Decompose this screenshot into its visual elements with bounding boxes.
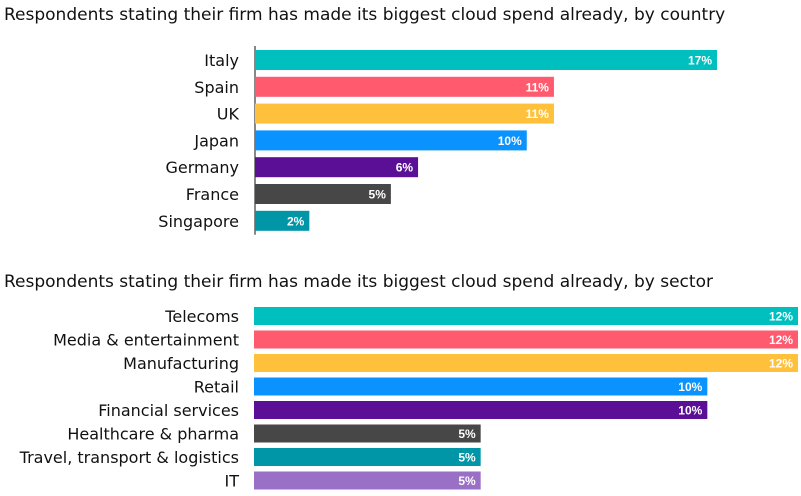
category-label-uk: UK <box>217 105 240 124</box>
value-label-spain: 11% <box>526 80 550 94</box>
category-label-financial-services: Financial services <box>98 401 239 420</box>
category-label-france: France <box>186 185 239 204</box>
category-label-singapore: Singapore <box>158 212 239 231</box>
bar-it <box>254 471 481 490</box>
category-label-germany: Germany <box>165 158 239 177</box>
bar-singapore <box>255 210 310 231</box>
value-label-healthcare-and-pharma: 5% <box>458 427 476 441</box>
value-label-france: 5% <box>369 188 387 202</box>
bar-healthcare-and-pharma <box>254 424 481 443</box>
bar-retail <box>254 377 708 396</box>
value-label-japan: 10% <box>498 134 522 148</box>
category-label-telecoms: Telecoms <box>164 307 239 326</box>
sector-chart-title: Respondents stating their firm has made … <box>4 272 713 292</box>
value-label-manufacturing: 12% <box>769 357 793 371</box>
bar-uk <box>255 103 554 124</box>
country-bar-chart: Italy 17% Spain 11% UK 11% Japan 10% Germany 6% Fr… <box>158 46 717 235</box>
value-label-it: 5% <box>458 474 476 488</box>
value-label-media-and-entertainment: 12% <box>769 333 793 347</box>
category-label-it: IT <box>225 472 240 491</box>
country-chart-title: Respondents stating their firm has made … <box>4 5 726 25</box>
category-label-manufacturing: Manufacturing <box>123 354 239 373</box>
value-label-telecoms: 12% <box>769 310 793 324</box>
category-label-italy: Italy <box>204 51 239 70</box>
bar-spain <box>255 76 554 97</box>
bar-manufacturing <box>254 354 798 372</box>
bar-france <box>255 184 391 204</box>
category-label-retail: Retail <box>194 378 239 397</box>
bar-travel-transport-and-logistics <box>254 448 481 466</box>
bar-media-and-entertainment <box>254 330 798 349</box>
value-label-italy: 17% <box>688 54 712 68</box>
value-label-singapore: 2% <box>287 214 305 228</box>
value-label-travel-transport-and-logistics: 5% <box>458 451 476 465</box>
bar-telecoms <box>254 307 798 325</box>
category-label-japan: Japan <box>193 131 239 150</box>
value-label-financial-services: 10% <box>678 404 702 418</box>
bar-germany <box>255 157 419 178</box>
category-label-travel-transport-and-logistics: Travel, transport & logistics <box>19 448 239 467</box>
bar-japan <box>255 130 527 151</box>
value-label-retail: 10% <box>678 380 702 394</box>
category-label-media-and-entertainment: Media & entertainment <box>53 331 239 350</box>
bar-italy <box>255 50 717 70</box>
category-label-healthcare-and-pharma: Healthcare & pharma <box>67 425 239 444</box>
value-label-uk: 11% <box>526 107 550 121</box>
value-label-germany: 6% <box>396 161 414 175</box>
category-label-spain: Spain <box>194 78 239 97</box>
bar-financial-services <box>254 401 708 419</box>
